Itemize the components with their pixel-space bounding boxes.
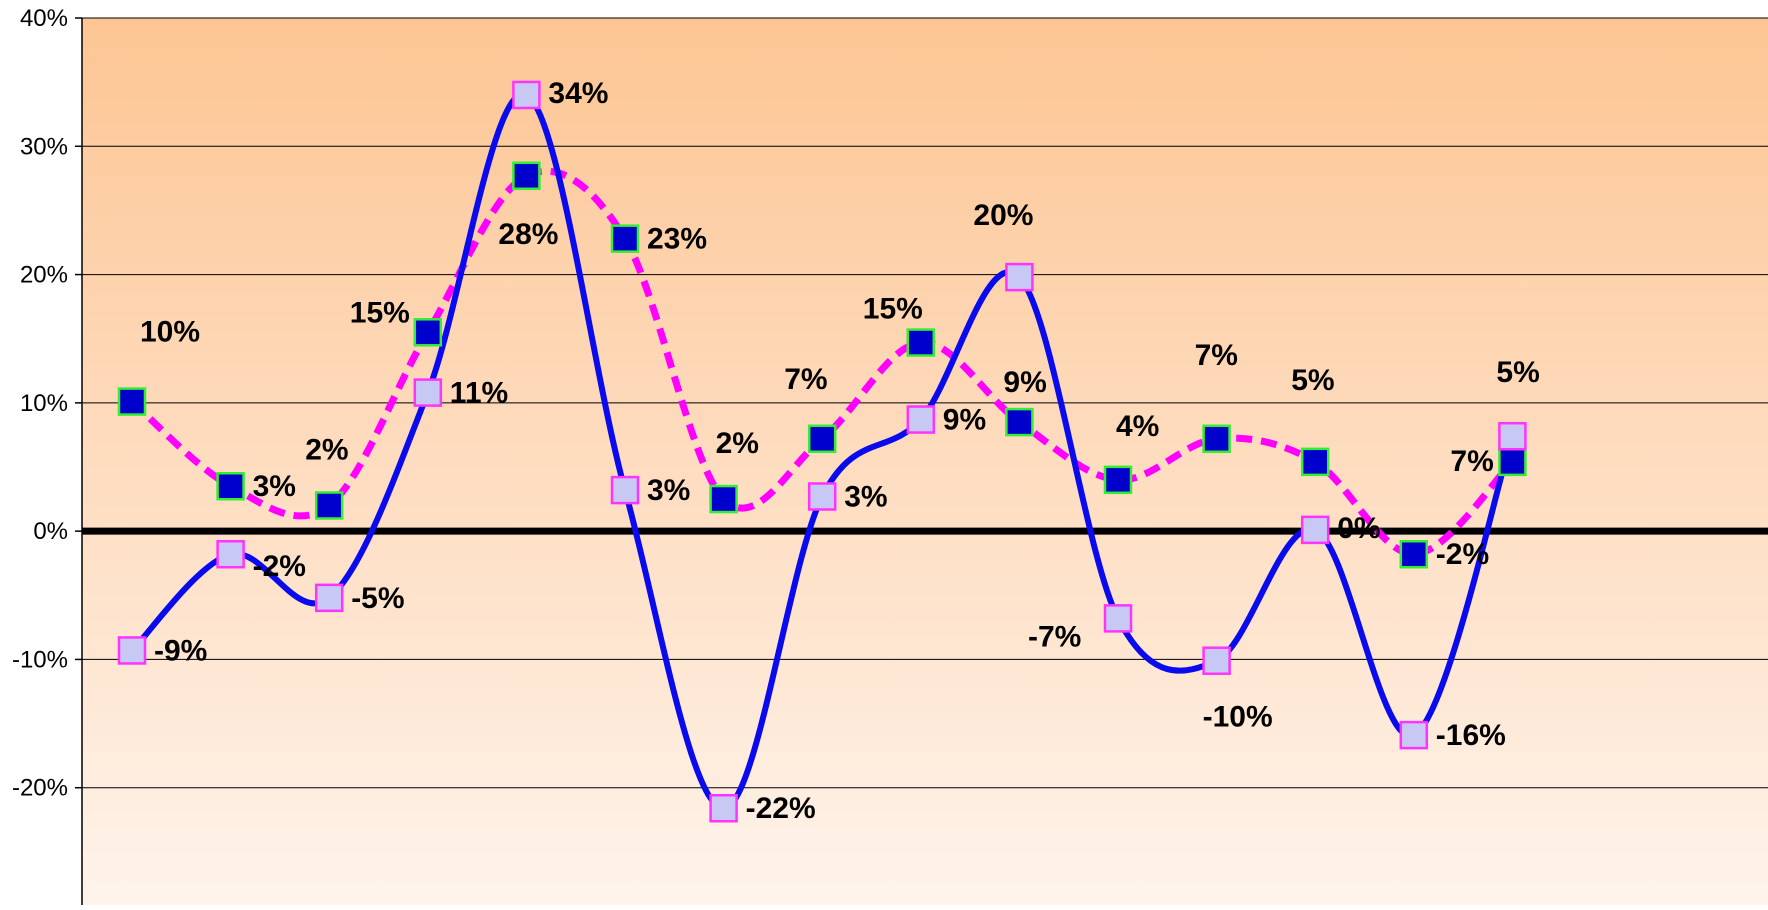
data-point-marker bbox=[709, 484, 738, 514]
data-point-marker bbox=[1399, 539, 1429, 569]
data-label: -22% bbox=[746, 792, 816, 825]
data-label: 3% bbox=[253, 470, 296, 503]
data-point-marker bbox=[413, 318, 443, 347]
data-label: -2% bbox=[1436, 538, 1489, 571]
data-point-marker bbox=[1103, 465, 1133, 495]
y-tick-label: 10% bbox=[20, 390, 68, 417]
data-point-marker bbox=[216, 471, 245, 501]
y-tick-label: 40% bbox=[20, 5, 68, 32]
y-tick-label: -20% bbox=[12, 775, 68, 802]
data-point-marker bbox=[610, 224, 640, 253]
data-label: 34% bbox=[548, 77, 608, 110]
data-label: 20% bbox=[973, 199, 1033, 232]
y-tick-label: 30% bbox=[20, 133, 68, 160]
data-point-marker bbox=[314, 583, 344, 613]
data-point-marker bbox=[610, 475, 640, 505]
data-label: 5% bbox=[1291, 364, 1334, 397]
y-tick-label: 20% bbox=[20, 262, 68, 289]
data-label: -16% bbox=[1436, 719, 1506, 752]
data-point-marker bbox=[512, 161, 541, 191]
data-label: 7% bbox=[1195, 339, 1238, 372]
data-point-marker bbox=[1498, 421, 1527, 451]
y-tick-label: 0% bbox=[33, 518, 68, 545]
data-label: -7% bbox=[1028, 620, 1081, 653]
data-label: 0% bbox=[1337, 512, 1380, 545]
plot-background bbox=[82, 18, 1768, 910]
data-point-marker bbox=[1005, 407, 1034, 437]
data-point-marker bbox=[1103, 604, 1133, 633]
data-label: 15% bbox=[350, 296, 410, 329]
data-label: 5% bbox=[1496, 356, 1539, 389]
y-axis: 40%30%20%10%0%-10%-20%-30% bbox=[12, 5, 83, 910]
data-label: 11% bbox=[450, 377, 508, 410]
data-point-marker bbox=[807, 424, 837, 454]
data-label: 4% bbox=[1116, 410, 1159, 443]
data-label: 2% bbox=[305, 433, 348, 466]
data-point-marker bbox=[1202, 424, 1231, 454]
data-point-marker bbox=[216, 539, 245, 569]
data-label: 7% bbox=[784, 363, 827, 396]
data-label: 3% bbox=[844, 481, 887, 514]
data-point-marker bbox=[117, 387, 147, 416]
data-point-marker bbox=[1005, 262, 1034, 292]
data-label: -5% bbox=[351, 582, 404, 615]
data-point-marker bbox=[1202, 646, 1231, 675]
data-label: 28% bbox=[498, 218, 558, 251]
data-point-marker bbox=[709, 793, 738, 823]
data-point-marker bbox=[906, 405, 936, 434]
data-label: -10% bbox=[1203, 701, 1273, 734]
data-label: 9% bbox=[943, 404, 986, 437]
series-line bbox=[129, 167, 1515, 558]
series-markers bbox=[117, 80, 1527, 823]
data-point-marker bbox=[512, 80, 541, 110]
data-label: -9% bbox=[154, 634, 207, 667]
data-label: 23% bbox=[647, 223, 707, 256]
data-label: 9% bbox=[1003, 366, 1046, 399]
data-point-marker bbox=[1300, 447, 1330, 477]
data-label: -2% bbox=[253, 550, 306, 583]
data-label: 7% bbox=[1450, 445, 1493, 478]
data-label: 10% bbox=[140, 316, 200, 349]
data-point-marker bbox=[1399, 720, 1429, 750]
data-point-marker bbox=[117, 636, 147, 665]
data-point-marker bbox=[1300, 515, 1330, 545]
y-tick-label: -10% bbox=[12, 646, 68, 673]
data-point-marker bbox=[1498, 447, 1527, 477]
data-point-marker bbox=[314, 491, 344, 520]
data-label: 2% bbox=[716, 427, 759, 460]
data-labels: 10% 3% 2% 15% 28% 23% 2% 7% 15% 9% 4% 7% 5% -2% 5% -9% -… bbox=[140, 77, 1540, 825]
data-label: 3% bbox=[647, 474, 690, 507]
data-point-marker bbox=[906, 328, 936, 357]
data-label: 15% bbox=[863, 293, 923, 326]
data-point-marker bbox=[807, 482, 837, 511]
data-point-marker bbox=[413, 378, 443, 407]
